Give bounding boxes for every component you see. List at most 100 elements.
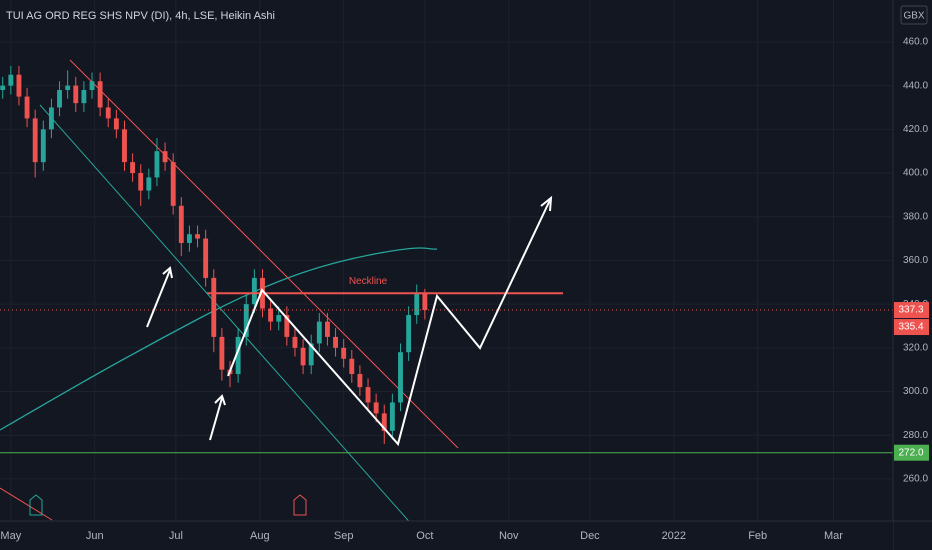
- candle-body: [268, 308, 274, 322]
- candle-body: [105, 107, 111, 119]
- x-tick-label: Jul: [169, 530, 183, 542]
- candle-body: [48, 107, 54, 130]
- y-tick-label: 300.0: [903, 386, 928, 397]
- last-price-box: [894, 302, 929, 319]
- candle-body: [422, 293, 428, 311]
- x-tick-label: 2022: [662, 530, 686, 542]
- x-tick-label: Aug: [250, 530, 270, 542]
- candle-body: [113, 118, 119, 130]
- x-tick-label: Jun: [86, 530, 104, 542]
- candle-body: [32, 118, 38, 163]
- arrow: [209, 397, 223, 441]
- candle-body: [341, 347, 347, 359]
- prev-price-box: [894, 319, 929, 336]
- event-icon-shape: [29, 494, 43, 516]
- y-tick-label: 440.0: [903, 80, 928, 91]
- arrow: [146, 269, 171, 328]
- candle-body: [16, 74, 22, 97]
- candle-body: [414, 293, 420, 316]
- channel-lower: [39, 104, 431, 546]
- candle-body: [8, 74, 14, 86]
- candle-body: [170, 162, 176, 206]
- candle-body: [251, 277, 257, 305]
- support-price-box: [894, 444, 929, 461]
- candle-body: [235, 336, 241, 375]
- candle-body: [40, 129, 46, 163]
- candle-body: [203, 238, 209, 278]
- axes: 260.0280.0300.0320.0340.0360.0380.0400.0…: [0, 37, 929, 542]
- candle-body: [211, 277, 217, 337]
- y-tick-label: 400.0: [903, 168, 928, 179]
- y-tick-label: 280.0: [903, 430, 928, 441]
- candle-body: [324, 321, 330, 337]
- projection-path: [227, 199, 551, 447]
- arrow-head: [162, 266, 173, 279]
- candle-body: [316, 321, 322, 344]
- last-price: 337.3: [898, 305, 923, 316]
- candle-body: [97, 81, 103, 108]
- time-axis: [0, 521, 893, 550]
- candle-body: [243, 304, 249, 337]
- candle-body: [195, 234, 200, 239]
- y-tick-label: 380.0: [903, 211, 928, 222]
- y-tick-label: 260.0: [903, 474, 928, 485]
- channel-upper: [69, 59, 459, 449]
- candle-body: [122, 129, 127, 163]
- x-tick-label: Mar: [824, 530, 843, 542]
- x-tick-label: Nov: [499, 530, 519, 542]
- x-tick-label: Oct: [416, 530, 433, 542]
- candle-body: [349, 358, 355, 375]
- event-icon[interactable]: [29, 494, 43, 516]
- candle-body: [276, 315, 282, 322]
- trend-line: [0, 487, 53, 521]
- candle-body: [24, 96, 30, 119]
- candle-body: [365, 387, 371, 403]
- candle-body: [73, 85, 79, 104]
- candle-body: [381, 413, 387, 431]
- candle-body: [292, 336, 298, 348]
- overlays: Neckline: [0, 276, 893, 454]
- candle-body: [389, 402, 395, 431]
- candle-body: [357, 374, 363, 388]
- event-icon[interactable]: [293, 494, 307, 516]
- candle-body: [57, 90, 62, 108]
- arrow-head: [540, 195, 553, 212]
- prev-price: 335.4: [898, 322, 923, 333]
- candles: [0, 65, 428, 444]
- candle-body: [186, 234, 192, 243]
- x-tick-label: Dec: [580, 530, 600, 542]
- event-icon-shape: [293, 494, 307, 516]
- arrow-head: [214, 394, 226, 406]
- candle-body: [178, 205, 184, 243]
- candle-body: [308, 343, 314, 366]
- candle-body: [81, 90, 87, 104]
- candle-body: [146, 177, 152, 191]
- support-price: 272.0: [898, 447, 923, 458]
- candle-body: [0, 85, 6, 91]
- y-tick-label: 360.0: [903, 255, 928, 266]
- candle-body: [138, 173, 144, 191]
- candle-body: [284, 315, 290, 337]
- candle-body: [130, 162, 136, 174]
- candle-body: [219, 336, 225, 370]
- candle-body: [300, 347, 306, 366]
- candle-body: [333, 336, 338, 348]
- x-tick-label: May: [0, 530, 21, 542]
- y-tick-label: 420.0: [903, 124, 928, 135]
- y-tick-label: 320.0: [903, 342, 928, 353]
- candle-body: [398, 352, 403, 403]
- candle-body: [406, 315, 412, 353]
- candle-body: [89, 81, 95, 91]
- price-unit: GBX: [903, 11, 924, 22]
- neckline-label: Neckline: [349, 276, 388, 287]
- candle-body: [65, 85, 71, 91]
- candle-body: [162, 151, 168, 163]
- candle-body: [154, 151, 160, 178]
- unit-box[interactable]: [900, 5, 928, 25]
- x-tick-label: Feb: [748, 530, 767, 542]
- candle-body: [373, 402, 379, 414]
- y-tick-label: 460.0: [903, 37, 928, 48]
- chart-title: TUI AG ORD REG SHS NPV (DI), 4h, LSE, He…: [6, 10, 275, 22]
